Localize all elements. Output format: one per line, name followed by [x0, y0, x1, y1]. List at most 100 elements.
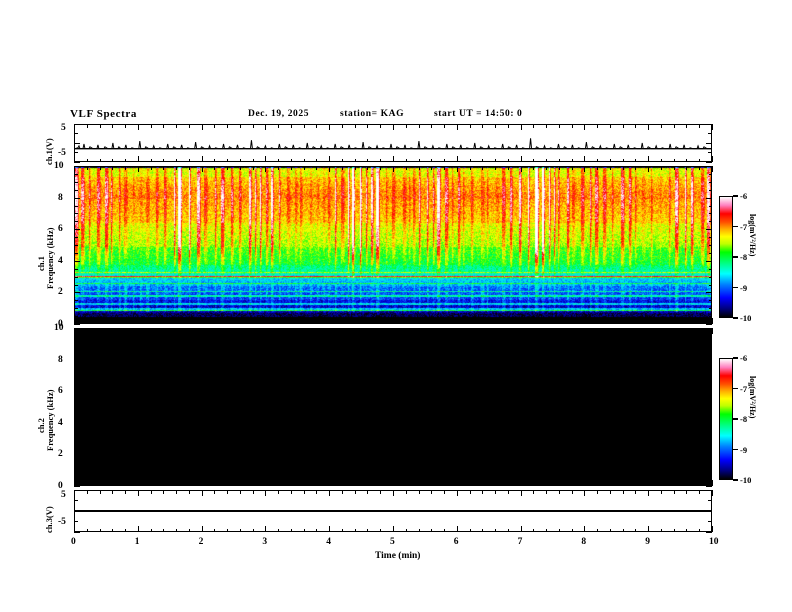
y-tick-left-ch1 [74, 292, 80, 294]
x-tick-bottom [558, 482, 560, 486]
x-tick-bottom [456, 480, 458, 486]
y-tick-label-ch1-neg5: -5 [58, 147, 66, 158]
y-tick-right-ch1 [708, 237, 712, 239]
x-tick-label-3: 3 [262, 537, 268, 547]
x-tick-bottom [405, 482, 407, 486]
y-tick-left-ch1 [74, 161, 80, 163]
x-tick-top [712, 124, 713, 130]
x-tick-top [163, 124, 165, 128]
y-tick-right-ch1 [708, 268, 712, 270]
x-tick-top [354, 124, 356, 128]
x-tick-bottom [188, 158, 190, 162]
x-tick-top [278, 124, 280, 128]
x-tick-bottom [367, 320, 369, 324]
colorbar-ch2-label: log(mV²/Hz) [748, 376, 757, 419]
x-tick-top [380, 124, 382, 128]
y-tick-right-ch1 [708, 276, 712, 278]
x-tick-bottom [597, 158, 599, 162]
x-tick-top [597, 328, 599, 332]
x-tick-bottom [635, 528, 637, 532]
colorbar-tick [733, 286, 738, 289]
x-tick-top [354, 490, 356, 494]
x-tick-bottom [290, 528, 292, 532]
x-tick-bottom [125, 158, 127, 162]
x-tick-bottom [329, 156, 331, 162]
y-tick-left-ch1 [74, 245, 78, 246]
y-tick-left-ch1 [74, 284, 78, 286]
x-tick-top [495, 124, 497, 128]
x-tick-bottom [609, 528, 611, 532]
x-tick-bottom [278, 528, 280, 532]
y-tick-right-ch2 [708, 399, 712, 401]
x-tick-bottom [546, 320, 548, 324]
x-tick-bottom [418, 158, 420, 162]
x-tick-top [367, 328, 369, 332]
y-tick-label-ch2-0: 0 [58, 481, 63, 491]
x-tick-bottom [137, 318, 139, 324]
y-tick-right-ch1 [706, 260, 712, 262]
x-tick-top [571, 166, 573, 170]
x-tick-label-4: 4 [326, 537, 331, 547]
y-tick-right-ch1 [708, 308, 712, 310]
x-tick-bottom [431, 320, 433, 324]
x-tick-bottom [176, 482, 178, 486]
y-tick-left-ch1 [74, 300, 78, 302]
y-tick-right-ch1 [708, 300, 712, 302]
x-tick-bottom [546, 158, 548, 162]
x-tick-bottom [341, 158, 343, 162]
x-tick-top [712, 490, 713, 496]
x-tick-top [507, 490, 509, 494]
x-tick-bottom [188, 482, 190, 486]
y-tick-left-ch1 [74, 229, 80, 231]
x-tick-top [393, 166, 394, 172]
y-tick-left-ch1 [74, 276, 78, 278]
x-tick-bottom [341, 320, 343, 324]
y-tick-right-ch2 [708, 407, 712, 408]
x-tick-top [354, 166, 356, 170]
x-tick-top [520, 124, 522, 130]
y-tick-right-ch1 [708, 245, 712, 246]
x-tick-bottom [712, 480, 713, 486]
x-tick-bottom [520, 526, 522, 532]
x-tick-top [444, 490, 446, 494]
y-tick-right-ch1 [706, 166, 712, 167]
y-tick-label-ch2-10: 10 [54, 323, 64, 333]
y-tick-left-ch1 [74, 324, 80, 325]
y-tick-left-ch3 [74, 500, 78, 501]
x-tick-bottom [265, 318, 267, 324]
y-tick-left-ch1 [74, 260, 80, 262]
x-tick-top [469, 328, 471, 332]
x-tick-top [558, 124, 560, 128]
x-tick-top [584, 166, 586, 172]
x-tick-top [316, 490, 318, 494]
colorbar-tick-label-neg8: -8 [740, 252, 748, 262]
colorbar-ch1 [719, 196, 733, 318]
x-tick-bottom [112, 528, 114, 532]
colorbar-tick-label-neg7: -7 [740, 221, 748, 232]
x-tick-top [444, 166, 446, 170]
y-tick-left-ch2 [74, 328, 80, 329]
x-tick-top [227, 166, 229, 170]
x-tick-top [188, 328, 190, 332]
y-axis-label-ch3: ch.3(V) [44, 506, 54, 533]
x-tick-top [265, 124, 267, 130]
colorbar-tick [733, 387, 738, 390]
x-tick-bottom [686, 482, 688, 486]
x-tick-bottom [482, 482, 484, 486]
x-tick-bottom [584, 156, 586, 162]
x-tick-bottom [520, 318, 522, 324]
x-tick-top [686, 166, 688, 170]
x-tick-top [214, 124, 216, 128]
x-tick-bottom [507, 158, 509, 162]
y-tick-right-ch2 [706, 454, 712, 456]
x-tick-top [74, 328, 75, 334]
x-tick-bottom [660, 482, 662, 486]
x-tick-bottom [482, 320, 484, 324]
x-tick-top [635, 124, 637, 128]
x-tick-bottom [431, 482, 433, 486]
y-tick-right-ch1 [708, 173, 712, 175]
x-tick-bottom [405, 528, 407, 532]
x-tick-bottom [150, 528, 152, 532]
x-tick-top [482, 328, 484, 332]
x-tick-bottom [290, 158, 292, 162]
